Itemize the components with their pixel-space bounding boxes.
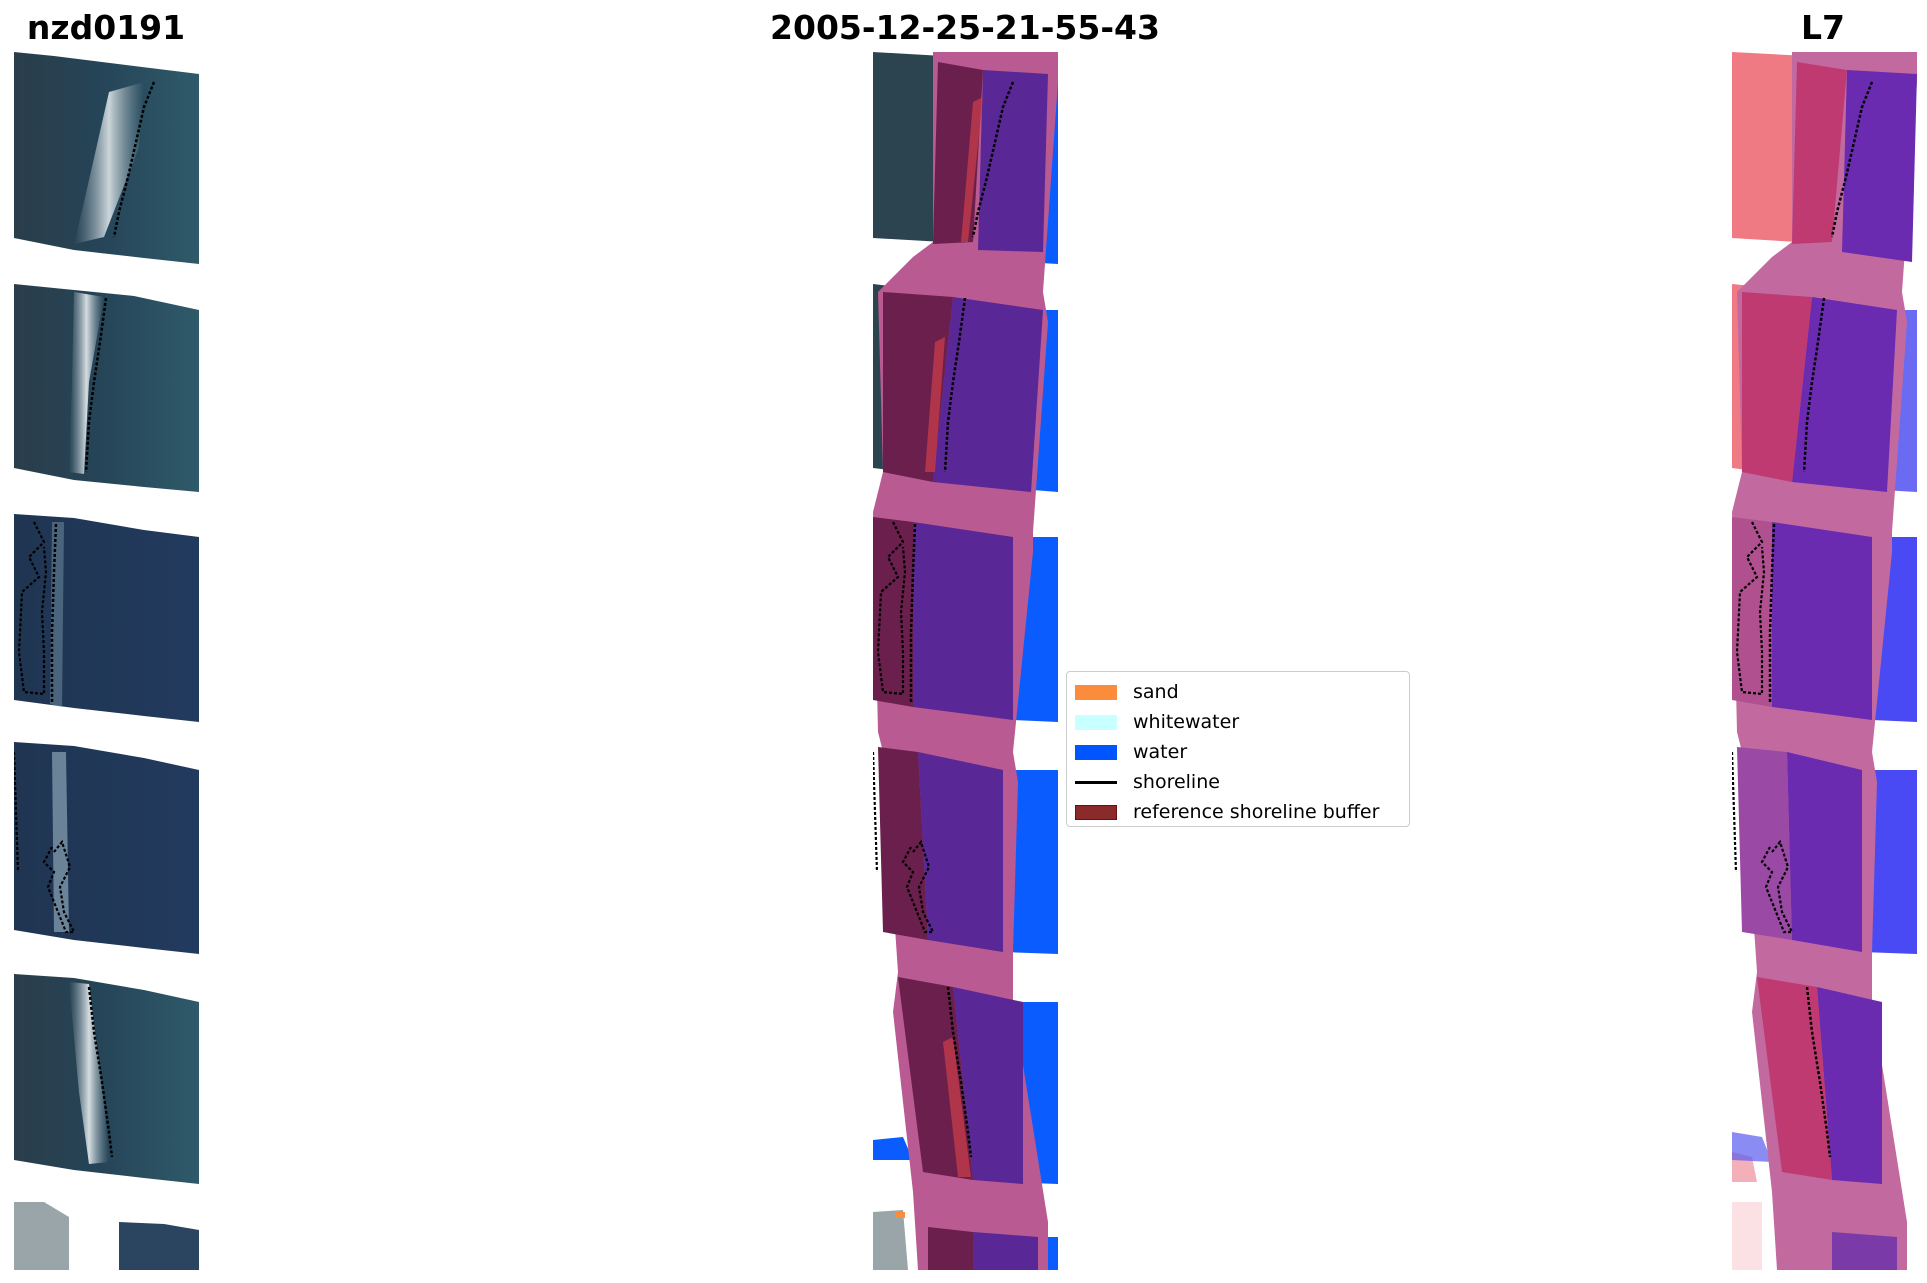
- classified-image-panel: [873, 52, 1058, 1270]
- rgb-beach-3: [50, 522, 64, 707]
- legend-label-reference-buffer: reference shoreline buffer: [1133, 801, 1380, 823]
- shoreline-1: [112, 81, 156, 238]
- legend: sand whitewater water shoreline referenc…: [1066, 671, 1410, 827]
- class-sand-5: [943, 1037, 971, 1177]
- legend-item-water: water: [1067, 737, 1409, 767]
- legend-item-shoreline: shoreline: [1067, 767, 1409, 797]
- index-beach-5: [1757, 977, 1832, 1180]
- rgb-strip-4: [14, 742, 199, 954]
- index-image-panel: [1732, 52, 1917, 1270]
- index-shoreline-2: [1802, 297, 1826, 473]
- legend-swatch-water: [1075, 744, 1117, 760]
- shoreline-2: [84, 297, 108, 473]
- index-beach-1: [1792, 62, 1847, 244]
- class-water-tint-6: [973, 1232, 1038, 1270]
- class-land-tint-6: [928, 1227, 973, 1270]
- class-shoreline-3b: [876, 521, 907, 696]
- panel-title-date: 2005-12-25-21-55-43: [770, 8, 1160, 47]
- class-shoreline-2: [943, 297, 967, 473]
- index-beach-3: [1732, 517, 1772, 707]
- rgb-strip-6: [119, 1222, 199, 1270]
- legend-label-sand: sand: [1133, 681, 1179, 703]
- rgb-strip-5: [14, 974, 199, 1184]
- class-sand-6: [895, 1212, 905, 1218]
- index-shoreline-1: [1830, 81, 1874, 238]
- class-cloud: [873, 1210, 908, 1270]
- legend-swatch-whitewater: [1075, 714, 1117, 730]
- index-water-3: [1772, 522, 1872, 720]
- class-water-tint-5: [953, 987, 1023, 1184]
- index-land-6: [1732, 1202, 1762, 1270]
- class-water-5b: [873, 1137, 913, 1160]
- legend-swatch-shoreline: [1075, 775, 1117, 790]
- shoreline-4a: [14, 751, 20, 873]
- panel-title-satellite: L7: [1801, 8, 1845, 47]
- index-shoreline-4a: [1732, 751, 1738, 873]
- index-water-5: [1817, 987, 1882, 1184]
- legend-label-whitewater: whitewater: [1133, 711, 1240, 733]
- rgb-beach-5: [69, 982, 109, 1164]
- class-shoreline-4a: [873, 751, 879, 873]
- shoreline-3b: [17, 521, 48, 696]
- class-shoreline-5: [946, 986, 973, 1158]
- class-sand-2: [925, 337, 945, 472]
- class-sand-1: [961, 97, 983, 242]
- index-water-2: [1792, 297, 1897, 492]
- panel-title-site: nzd0191: [26, 8, 186, 47]
- index-water-4: [1787, 752, 1862, 952]
- class-water-tint-4: [918, 752, 1003, 952]
- class-land-1: [873, 52, 943, 242]
- rgb-image-panel: [14, 52, 199, 1270]
- legend-item-reference-buffer: reference shoreline buffer: [1067, 797, 1409, 827]
- index-shoreline-3b: [1735, 521, 1766, 696]
- rgb-beach-2: [69, 292, 104, 474]
- rgb-strip-2: [14, 284, 199, 492]
- index-ocean-5: [1732, 1132, 1772, 1162]
- class-land-tint-4: [878, 747, 928, 940]
- legend-swatch-reference-buffer: [1075, 804, 1117, 820]
- index-water-1: [1842, 70, 1917, 262]
- classified-image: [873, 52, 1058, 1270]
- class-water-tint-1: [978, 70, 1048, 252]
- index-beach-4: [1737, 747, 1792, 940]
- index-water-6: [1832, 1232, 1897, 1270]
- rgb-image: [14, 52, 199, 1270]
- index-beach-2: [1742, 292, 1812, 482]
- legend-swatch-sand: [1075, 684, 1117, 700]
- shoreline-5: [87, 986, 114, 1158]
- class-shoreline-1: [971, 81, 1015, 238]
- rgb-beach-1: [74, 82, 144, 244]
- index-shoreline-5: [1805, 986, 1832, 1158]
- legend-item-sand: sand: [1067, 677, 1409, 707]
- legend-item-whitewater: whitewater: [1067, 707, 1409, 737]
- legend-label-shoreline: shoreline: [1133, 771, 1220, 793]
- class-water-tint-2: [933, 297, 1043, 492]
- class-water-tint-3: [913, 522, 1013, 720]
- class-land-tint-3: [873, 517, 913, 707]
- legend-label-water: water: [1133, 741, 1188, 763]
- index-land-1: [1732, 52, 1807, 242]
- rgb-beach-4: [52, 752, 69, 932]
- index-image: [1732, 52, 1917, 1270]
- rgb-cloud: [14, 1202, 69, 1270]
